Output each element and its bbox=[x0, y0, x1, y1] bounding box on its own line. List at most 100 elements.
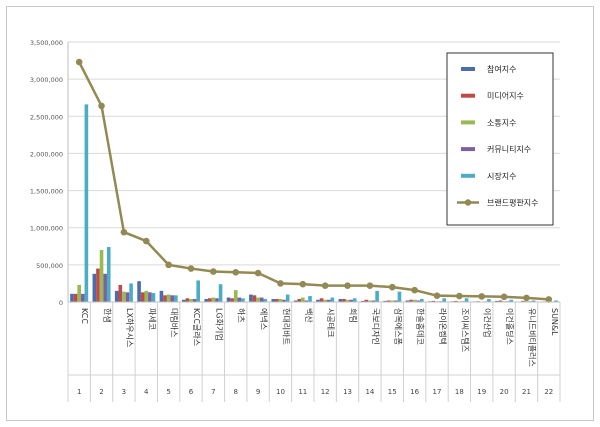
x-tick-label: 유니드비티플러스 bbox=[527, 308, 537, 367]
rank-label: 16 bbox=[410, 388, 419, 396]
line-marker bbox=[187, 265, 195, 272]
bar bbox=[263, 299, 268, 302]
x-tick-label: LX하우시스 bbox=[125, 308, 135, 347]
y-tick-label: 3,000,000 bbox=[30, 76, 63, 84]
x-tick-label: KCC글라스 bbox=[192, 308, 201, 346]
bar bbox=[360, 300, 365, 302]
legend-swatch bbox=[461, 67, 475, 71]
bar bbox=[218, 284, 223, 302]
bar bbox=[249, 294, 253, 302]
rank-label: 4 bbox=[144, 388, 149, 396]
x-tick-label: 백산 bbox=[304, 308, 314, 323]
bar bbox=[554, 300, 558, 302]
bar bbox=[375, 290, 379, 302]
bar bbox=[464, 298, 469, 302]
line-path bbox=[78, 61, 549, 301]
rank-label: 9 bbox=[256, 388, 260, 396]
bar bbox=[431, 300, 436, 302]
bar bbox=[364, 299, 369, 302]
x-tick-label: 에넥스 bbox=[259, 308, 269, 330]
rank-label: 10 bbox=[276, 388, 285, 396]
y-tick-label: 1,000,000 bbox=[30, 225, 63, 233]
bar bbox=[521, 300, 525, 302]
bar bbox=[342, 299, 346, 302]
bar bbox=[397, 291, 402, 302]
line-marker bbox=[299, 280, 307, 288]
line-marker bbox=[98, 102, 105, 110]
bar bbox=[163, 295, 167, 302]
rank-label: 15 bbox=[388, 388, 397, 396]
y-axis: 0 500,000 1,000,000 1,500,000 2,000,000 2,500… bbox=[30, 39, 69, 307]
legend-label: 커뮤니티지수 bbox=[487, 144, 531, 154]
legend-marker bbox=[464, 199, 472, 206]
bar bbox=[383, 300, 387, 302]
bar bbox=[278, 299, 283, 302]
bar bbox=[330, 297, 335, 302]
line-marker bbox=[142, 237, 150, 245]
bar bbox=[316, 299, 320, 302]
legend-swatch bbox=[461, 173, 475, 178]
bar bbox=[405, 300, 410, 302]
bar bbox=[129, 283, 133, 302]
x-tick-label: 하츠 bbox=[237, 308, 247, 323]
y-tick-label: 2,500,000 bbox=[30, 113, 63, 121]
bar bbox=[304, 300, 309, 302]
bar bbox=[368, 300, 372, 302]
line-marker bbox=[120, 228, 128, 236]
rank-label: 5 bbox=[166, 388, 170, 396]
line-marker bbox=[75, 58, 83, 66]
bar bbox=[137, 281, 141, 302]
x-tick-label: 라이온켐텍 bbox=[438, 308, 448, 345]
y-tick-label: 0 bbox=[59, 299, 63, 307]
rank-label: 13 bbox=[343, 388, 352, 396]
line-marker bbox=[277, 280, 284, 287]
bar bbox=[349, 299, 353, 302]
line-marker bbox=[433, 292, 441, 299]
rank-label: 20 bbox=[500, 388, 509, 396]
line-series bbox=[75, 58, 553, 303]
bar bbox=[159, 290, 164, 302]
legend-swatch bbox=[461, 93, 475, 98]
rank-label: 2 bbox=[99, 388, 103, 396]
bar bbox=[293, 300, 298, 302]
bar bbox=[103, 273, 107, 302]
bar bbox=[148, 292, 152, 302]
bar bbox=[144, 290, 149, 302]
bar bbox=[409, 299, 413, 302]
line-marker bbox=[165, 261, 172, 269]
rank-label: 18 bbox=[455, 388, 464, 396]
x-tick-label: 현대리바트 bbox=[281, 308, 291, 345]
bar bbox=[420, 299, 424, 302]
bar bbox=[241, 298, 245, 302]
line-marker bbox=[523, 294, 530, 302]
y-tick-label: 500,000 bbox=[36, 262, 63, 270]
line-marker bbox=[388, 283, 396, 291]
x-tick-label: 대림바스 bbox=[170, 308, 180, 337]
bar bbox=[338, 299, 343, 302]
x-tick-label: KCC bbox=[80, 308, 89, 324]
legend-label: 소통지수 bbox=[487, 118, 516, 127]
bar bbox=[371, 300, 376, 302]
line-marker bbox=[500, 293, 508, 301]
gridlines bbox=[68, 41, 560, 303]
bar bbox=[495, 300, 499, 302]
rank-label: 8 bbox=[233, 388, 237, 396]
legend-label: 미디어지수 bbox=[487, 91, 524, 101]
x-tick-label: LG화기업 bbox=[214, 308, 223, 341]
bar bbox=[319, 298, 324, 302]
bar bbox=[226, 297, 231, 302]
bar bbox=[285, 294, 290, 302]
x-axis: KCC 1 한샘 2 LX하우시스 3 파세코 4 대림바스 5 KCC글라스 6 LG화기업 7 하츠 8 에… bbox=[67, 301, 561, 402]
x-tick-label: 한솔홈데코 bbox=[416, 308, 426, 345]
line-marker bbox=[321, 282, 329, 289]
bar bbox=[114, 290, 119, 302]
bar bbox=[233, 290, 238, 302]
legend-label: 브랜드평판지수 bbox=[487, 198, 539, 208]
legend-label: 참여지수 bbox=[487, 64, 516, 74]
bar bbox=[182, 299, 186, 302]
rank-label: 17 bbox=[433, 388, 442, 396]
bar bbox=[386, 300, 391, 302]
rank-label: 1 bbox=[77, 388, 81, 396]
line-marker bbox=[411, 286, 418, 294]
bar bbox=[275, 299, 279, 302]
